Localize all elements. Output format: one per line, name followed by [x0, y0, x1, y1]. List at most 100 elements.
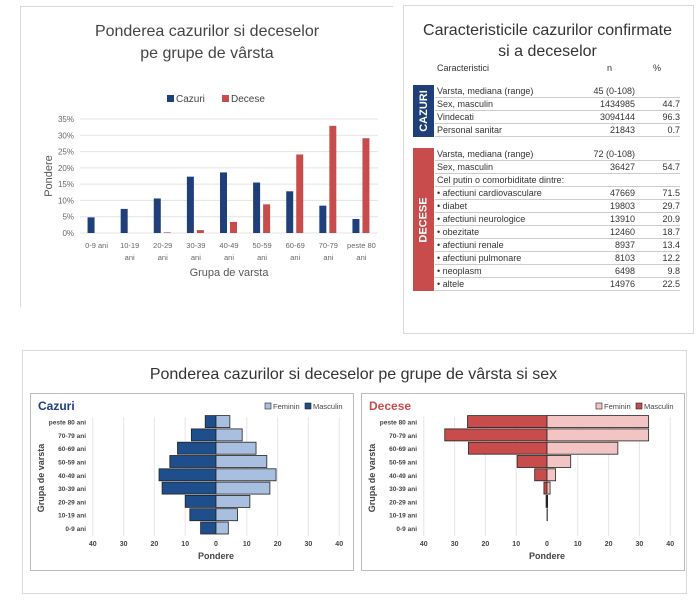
- x-tick-label: ani: [323, 253, 333, 262]
- bar-decese: [230, 221, 237, 233]
- x-tick-label: 0-9 ani: [85, 241, 108, 250]
- row-n: 12460: [609, 227, 635, 237]
- x-axis-label: Grupa de varsta: [190, 267, 270, 279]
- y-tick-label: 50-59 ani: [58, 460, 86, 467]
- x-tick-label: ani: [158, 253, 168, 262]
- bar-feminin: [546, 495, 549, 508]
- y-tick-label: 50-59 ani: [389, 460, 417, 467]
- x-tick-label: 20: [482, 541, 490, 548]
- bar-cazuri: [153, 198, 161, 233]
- header-n: n: [607, 63, 613, 73]
- x-tick-label: ani: [224, 253, 234, 262]
- bar-feminin: [546, 481, 551, 495]
- bar-cazuri: [253, 182, 261, 233]
- row-percent: 0.7: [667, 125, 680, 135]
- bar-masculin: [444, 428, 548, 442]
- decese-row: • altele 14976 22.5: [435, 278, 680, 291]
- bar-feminin: [546, 415, 650, 429]
- decese-row: • neoplasm 6498 9.8: [435, 265, 680, 278]
- bar-cazuri: [120, 208, 128, 233]
- x-tick-label: 40-49: [219, 241, 238, 250]
- x-tick-label: 10-19: [120, 241, 139, 250]
- row-label: Personal sanitar: [437, 125, 503, 135]
- row-n: 21843: [609, 125, 635, 135]
- x-tick-label: 10: [243, 541, 251, 548]
- x-tick-label: 10: [181, 541, 189, 548]
- x-tick-label: 20: [605, 541, 613, 548]
- bar-masculin: [543, 481, 548, 495]
- decese-row: • afectiuni neurologice 13910 20.9: [435, 213, 680, 226]
- bar-feminin: [546, 455, 572, 468]
- y-tick-label: 60-69 ani: [58, 446, 86, 453]
- bar-cazuri: [186, 176, 194, 233]
- legend-swatch: [304, 402, 312, 410]
- decese-row: • afectiuni renale 8937 13.4: [435, 239, 680, 252]
- bar-feminin: [215, 481, 271, 495]
- bar-decese: [196, 230, 204, 233]
- row-label: • afectiuni neurologice: [437, 214, 526, 224]
- row-percent: 54.7: [662, 162, 680, 172]
- cazuri-row: Sex, masculin 1434985 44.7: [435, 98, 680, 111]
- y-tick-label: 30-39 ani: [389, 486, 417, 493]
- legend-label: Cazuri: [176, 94, 205, 105]
- legend-label: Masculin: [313, 402, 343, 411]
- row-label: Varsta, mediana (range): [437, 149, 534, 159]
- x-tick-label: 0: [545, 541, 549, 548]
- row-n: 8937: [614, 240, 635, 250]
- bar-feminin: [546, 428, 650, 442]
- table-panel: [403, 5, 694, 334]
- row-n: 8103: [614, 253, 635, 263]
- y-tick-label: 0-9 ani: [396, 526, 417, 533]
- x-tick-label: ani: [356, 253, 366, 262]
- x-axis-label: Pondere: [529, 551, 565, 561]
- row-percent: 18.7: [662, 227, 680, 237]
- y-tick-label: 15%: [58, 180, 74, 189]
- row-label: Vindecati: [437, 112, 474, 122]
- bar-cazuri: [87, 217, 95, 233]
- y-tick-label: 60-69 ani: [389, 446, 417, 453]
- legend-swatch: [635, 402, 643, 410]
- y-tick-label: 5%: [62, 213, 74, 222]
- legend-swatch: [595, 402, 603, 410]
- bar-decese: [296, 154, 304, 233]
- x-tick-label: 20: [274, 541, 282, 548]
- bar-masculin: [169, 455, 217, 468]
- y-tick-label: 70-79 ani: [58, 433, 86, 440]
- cazuri-label: CAZURI: [413, 85, 434, 137]
- pyramid-title: Cazuri: [38, 399, 75, 413]
- row-percent: 13.4: [662, 240, 680, 250]
- row-label: Varsta, mediana (range): [437, 86, 534, 96]
- decese-row: Cel putin o comorbiditate dintre:: [435, 174, 680, 187]
- x-tick-label: 20-29: [153, 241, 172, 250]
- bar-decese: [362, 138, 370, 233]
- y-tick-label: 10%: [58, 196, 74, 205]
- bar-feminin: [215, 455, 268, 468]
- bar-masculin: [534, 468, 548, 482]
- x-tick-label: 60-69: [286, 241, 305, 250]
- row-label: • afectiuni cardiovasculare: [437, 188, 542, 198]
- bar-masculin: [158, 468, 217, 482]
- x-tick-label: ani: [257, 253, 267, 262]
- chart-title: pe grupe de vârsta: [140, 45, 274, 62]
- bar-masculin: [200, 521, 217, 535]
- y-axis-label: Grupa de varsta: [367, 443, 377, 513]
- bar-cazuri: [352, 218, 360, 233]
- bar-masculin: [189, 508, 217, 522]
- legend-label: Feminin: [604, 402, 631, 411]
- row-label: • neoplasm: [437, 266, 482, 276]
- y-tick-label: 20%: [58, 164, 74, 173]
- y-tick-label: 40-49 ani: [389, 473, 417, 480]
- bottom-title: Ponderea cazurilor si deceselor pe grupe…: [149, 366, 558, 383]
- legend-label: Feminin: [273, 402, 300, 411]
- bar-feminin: [215, 415, 231, 429]
- bar-masculin: [467, 415, 548, 429]
- row-label: • altele: [437, 279, 465, 289]
- legend-swatch: [222, 95, 229, 102]
- row-n: 47669: [609, 188, 635, 198]
- x-tick-label: 40: [666, 541, 674, 548]
- row-n: 1434985: [599, 99, 635, 109]
- y-tick-label: 0%: [62, 229, 74, 238]
- legend-label: Decese: [231, 94, 265, 105]
- row-percent: 29.7: [662, 201, 680, 211]
- y-tick-label: 10-19 ani: [389, 513, 417, 520]
